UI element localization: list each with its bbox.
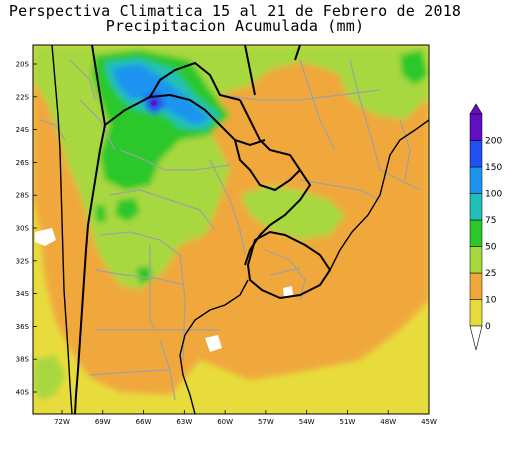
colorbar-segment xyxy=(469,272,483,300)
lat-tick-label: 36S xyxy=(16,323,30,331)
colorbar-segment xyxy=(469,219,483,247)
field-green-spot-1 xyxy=(115,198,140,222)
lat-tick-label: 24S xyxy=(16,126,30,134)
lon-tick-label: 63W xyxy=(176,418,192,426)
colorbar-segment xyxy=(469,140,483,168)
colorbar: 0 10 25 50 75 100 150 200 xyxy=(469,103,502,351)
lon-tick-label: 48W xyxy=(380,418,396,426)
field-lightgreen-east xyxy=(240,185,345,240)
colorbar-label: 25 xyxy=(485,269,496,279)
title-block: Perspectiva Climatica 15 al 21 de Febrer… xyxy=(0,4,470,34)
field-lightgreen-sw xyxy=(33,355,65,400)
nodata-patch-2 xyxy=(205,335,222,352)
lat-tick-label: 22S xyxy=(16,93,30,101)
colorbar-high-triangle xyxy=(469,103,483,115)
lon-tick-label: 57W xyxy=(258,418,274,426)
lon-tick-label: 60W xyxy=(217,418,233,426)
lat-tick-label: 26S xyxy=(16,159,30,167)
colorbar-segment xyxy=(469,113,483,141)
lat-tick-label: 30S xyxy=(16,225,30,233)
colorbar-label: 75 xyxy=(485,216,496,226)
country-borders xyxy=(51,45,429,414)
colorbar-label: 50 xyxy=(485,243,497,253)
colorbar-label: 10 xyxy=(485,296,497,306)
lon-tick-label: 54W xyxy=(299,418,315,426)
latitude-labels: 20S 22S 24S 26S 28S 30S 32S 34S 36S 38S 40S xyxy=(16,61,37,397)
field-purple-200 xyxy=(151,100,157,106)
map-title: Perspectiva Climatica 15 al 21 de Febrer… xyxy=(8,2,462,20)
lon-tick-label: 69W xyxy=(95,418,111,426)
precipitation-field xyxy=(33,45,429,414)
lon-tick-label: 51W xyxy=(340,418,356,426)
colorbar-segment xyxy=(469,246,483,274)
nodata-patch-1 xyxy=(35,228,56,246)
lon-tick-label: 45W xyxy=(421,418,437,426)
lat-tick-label: 34S xyxy=(16,290,30,298)
nodata-patch-3 xyxy=(283,286,293,297)
lat-tick-label: 38S xyxy=(16,356,30,364)
colorbar-label: 100 xyxy=(485,190,502,200)
colorbar-segment xyxy=(469,193,483,221)
lat-tick-label: 32S xyxy=(16,257,30,265)
lat-tick-label: 28S xyxy=(16,192,30,200)
colorbar-label: 150 xyxy=(485,163,502,173)
lon-tick-label: 72W xyxy=(54,418,70,426)
map-subtitle: Precipitacion Acumulada (mm) xyxy=(105,17,365,35)
field-green-ne xyxy=(400,50,428,85)
province-lines xyxy=(39,59,421,401)
longitude-labels: 72W 69W 66W 63W 60W 57W 54W 51W 48W 45W xyxy=(54,410,437,426)
lat-tick-label: 20S xyxy=(16,61,30,69)
field-green-spot-3 xyxy=(95,205,106,222)
map-frame xyxy=(32,44,430,415)
colorbar-label: 200 xyxy=(485,137,502,147)
field-green-spot-2 xyxy=(136,266,152,284)
colorbar-low-triangle xyxy=(469,325,483,351)
colorbar-label: 0 xyxy=(485,322,491,332)
field-lightgreen-ne xyxy=(340,70,425,120)
field-blue-100-150 xyxy=(112,64,210,125)
lon-tick-label: 66W xyxy=(136,418,152,426)
colorbar-segment xyxy=(469,166,483,194)
colorbar-segment xyxy=(469,299,483,327)
lat-tick-label: 40S xyxy=(16,389,30,397)
